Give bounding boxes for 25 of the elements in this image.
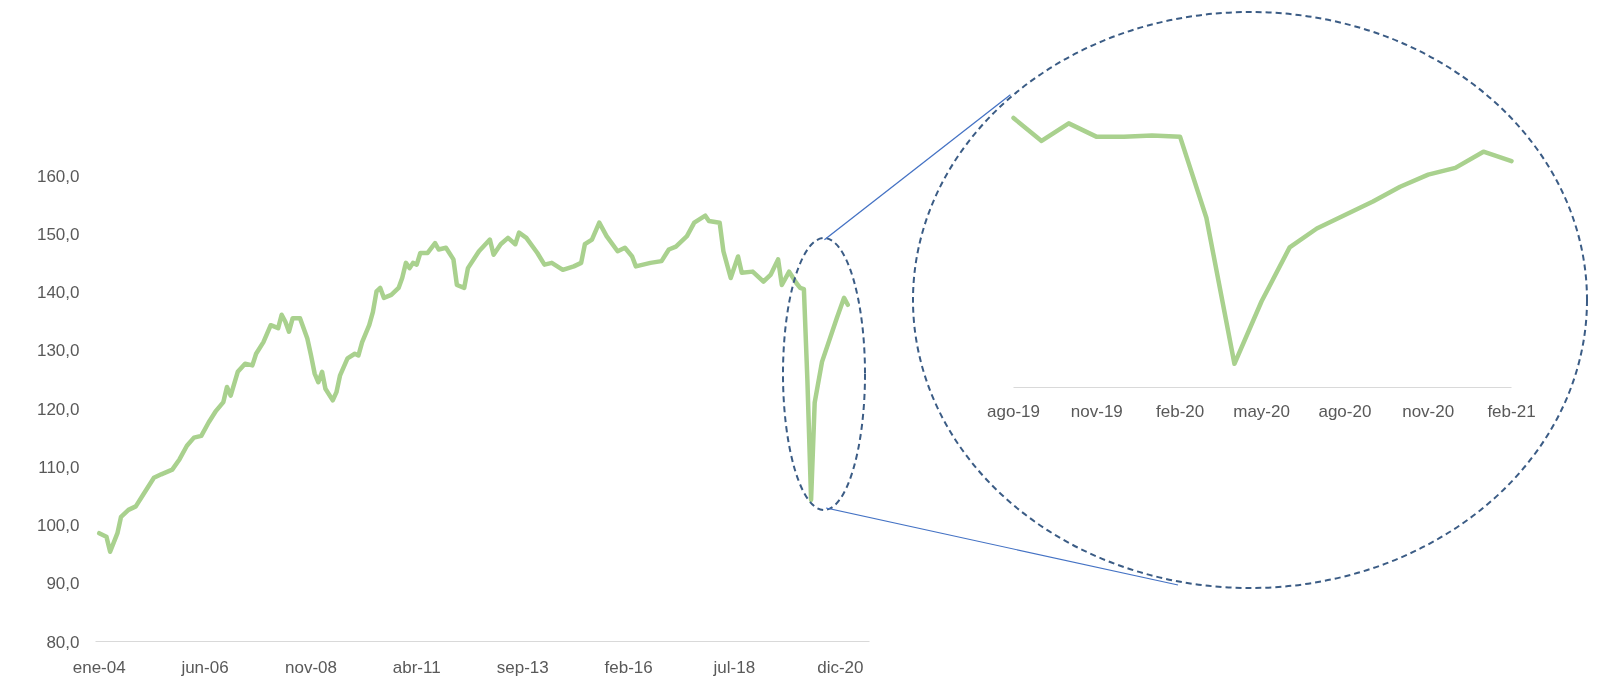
x-tick-label: ago-20 — [1318, 401, 1372, 421]
x-tick-label: nov-08 — [285, 657, 338, 677]
x-tick-label: feb-21 — [1487, 401, 1536, 421]
y-tick-label: 90,0 — [46, 574, 80, 594]
x-tick-label: may-20 — [1233, 401, 1290, 421]
x-tick-label: ene-04 — [72, 657, 126, 677]
x-tick-label: nov-20 — [1402, 401, 1455, 421]
x-tick-label: nov-19 — [1070, 401, 1123, 421]
y-tick-label: 120,0 — [36, 399, 80, 419]
y-tick-label: 130,0 — [36, 341, 80, 361]
y-tick-label: 140,0 — [36, 283, 80, 302]
x-tick-label: jun-06 — [180, 657, 229, 677]
y-tick-label: 100,0 — [36, 516, 80, 535]
x-tick-label: dic-20 — [817, 657, 864, 677]
y-tick-label: 80,0 — [46, 632, 80, 652]
x-tick-label: jul-18 — [712, 657, 756, 677]
x-tick-label: feb-16 — [604, 657, 653, 677]
x-tick-label: sep-13 — [496, 657, 549, 677]
y-tick-label: 150,0 — [36, 224, 80, 244]
x-tick-label: ago-19 — [987, 401, 1040, 421]
x-tick-label: abr-11 — [392, 657, 441, 677]
y-tick-label: 160,0 — [36, 166, 80, 186]
y-tick-label: 110,0 — [38, 457, 80, 477]
x-tick-label: feb-20 — [1156, 401, 1205, 421]
line-series — [96, 213, 851, 555]
